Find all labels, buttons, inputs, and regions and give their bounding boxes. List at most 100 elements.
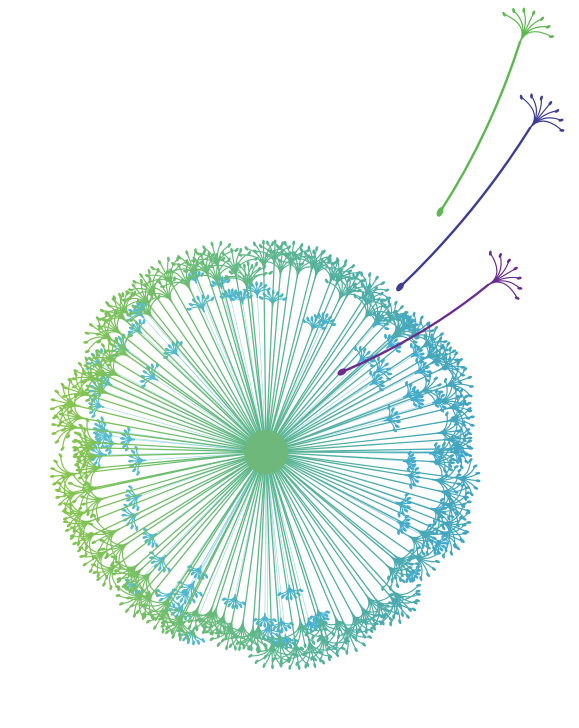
seed-tip bbox=[147, 292, 153, 296]
seed-tip bbox=[311, 635, 315, 641]
seed-tip bbox=[62, 520, 69, 524]
seed-tip bbox=[195, 626, 199, 632]
inner-seed-tip bbox=[175, 595, 181, 600]
seed-tip bbox=[463, 452, 469, 457]
seed-tip bbox=[114, 569, 120, 573]
inner-seed-tip bbox=[210, 296, 215, 302]
inner-seed-tip bbox=[181, 588, 186, 593]
seed-tip bbox=[453, 384, 457, 390]
seed-tip bbox=[95, 378, 101, 382]
seed-tip bbox=[279, 658, 283, 664]
inner-seed-tip bbox=[310, 316, 314, 322]
seed-stem bbox=[153, 451, 267, 592]
seed-tip bbox=[354, 647, 358, 653]
seed-tip bbox=[73, 431, 79, 435]
seed-tip bbox=[385, 296, 392, 300]
seed-tip bbox=[150, 266, 155, 271]
seed-tip bbox=[237, 253, 243, 257]
inner-seed-tip bbox=[164, 347, 170, 352]
inner-seed-tip bbox=[127, 330, 133, 334]
seed-tip bbox=[62, 507, 68, 512]
seed-tip bbox=[177, 255, 182, 260]
inner-seed-filament bbox=[157, 589, 174, 595]
seed-tip bbox=[441, 343, 445, 349]
seed-stem bbox=[103, 451, 267, 469]
inner-seed-tip bbox=[132, 468, 137, 473]
inner-seed-tip bbox=[381, 358, 385, 364]
seed-tip bbox=[412, 311, 416, 317]
seed-tip bbox=[400, 612, 404, 618]
inner-seed-tip bbox=[287, 637, 292, 641]
inner-seed-tip bbox=[186, 307, 192, 311]
inner-seed-tip bbox=[147, 541, 152, 546]
seed-tip bbox=[439, 532, 445, 535]
seed-tip bbox=[461, 502, 467, 507]
seed-tip bbox=[430, 333, 434, 339]
inner-seed-tip bbox=[190, 571, 195, 576]
seed-tip bbox=[459, 388, 464, 393]
seed-stem bbox=[81, 427, 267, 453]
inner-seed-tip bbox=[412, 403, 418, 407]
inner-seed-tip bbox=[325, 313, 329, 319]
seed-tip bbox=[394, 611, 399, 615]
seed-stem bbox=[172, 302, 267, 453]
seed-tip bbox=[79, 531, 83, 537]
seed-tip bbox=[74, 462, 80, 466]
seed-tip bbox=[411, 568, 416, 573]
seed-tip bbox=[380, 281, 386, 286]
seed-tip bbox=[351, 635, 356, 640]
seed-tip bbox=[438, 336, 443, 342]
flying-stem bbox=[340, 283, 490, 374]
seed-tip bbox=[327, 254, 332, 259]
seed-tip bbox=[147, 590, 151, 597]
seed-tip bbox=[448, 467, 454, 472]
seed-tip bbox=[452, 450, 458, 454]
seed-tip bbox=[297, 664, 301, 670]
seed-filament bbox=[149, 296, 160, 319]
seed-tip bbox=[339, 621, 345, 625]
seed-tip bbox=[210, 241, 214, 247]
seed-tip bbox=[88, 568, 93, 574]
seed-filament bbox=[314, 267, 340, 279]
seed-tip bbox=[394, 300, 398, 306]
seed-tip bbox=[284, 253, 289, 259]
seed-tip bbox=[91, 540, 97, 545]
seed-stem bbox=[265, 451, 352, 613]
flying-seed-tip bbox=[554, 109, 560, 113]
inner-seed-tip bbox=[439, 497, 445, 502]
seed-tip bbox=[186, 262, 192, 267]
flying-seed-filament bbox=[519, 31, 552, 43]
seed-filament bbox=[279, 617, 301, 639]
seed-tip bbox=[252, 241, 257, 247]
seed-tip bbox=[219, 240, 223, 246]
seed-stem bbox=[265, 451, 376, 599]
seed-tip bbox=[448, 346, 452, 352]
seed-tip bbox=[434, 543, 440, 547]
seed-tip bbox=[160, 285, 166, 289]
seed-tip bbox=[320, 258, 325, 264]
seed-tip bbox=[378, 620, 384, 625]
inner-seed-tip bbox=[231, 603, 235, 610]
seed-tip bbox=[95, 351, 100, 357]
seed-tip bbox=[88, 357, 93, 362]
inner-seed-tip bbox=[375, 373, 380, 378]
seed-tip bbox=[105, 574, 109, 580]
seed-tip bbox=[132, 587, 136, 593]
seed-tip bbox=[221, 251, 225, 256]
seed-tip bbox=[246, 260, 250, 267]
seed-tip bbox=[144, 274, 150, 278]
seed-tip bbox=[99, 539, 105, 542]
seed-tip bbox=[442, 553, 445, 559]
seed-tip bbox=[299, 646, 305, 651]
seed-tip bbox=[118, 602, 124, 606]
flying-seed-tip bbox=[498, 252, 502, 258]
seed-tip bbox=[77, 476, 83, 480]
seed-tip bbox=[238, 263, 242, 269]
seed-tip bbox=[449, 500, 455, 504]
seed-tip bbox=[72, 541, 78, 546]
seed-tip bbox=[202, 245, 207, 251]
seed-tip bbox=[121, 292, 125, 298]
inner-seed-tip bbox=[405, 577, 409, 584]
inner-seed-tip bbox=[323, 620, 328, 625]
seed-stem bbox=[105, 451, 267, 499]
